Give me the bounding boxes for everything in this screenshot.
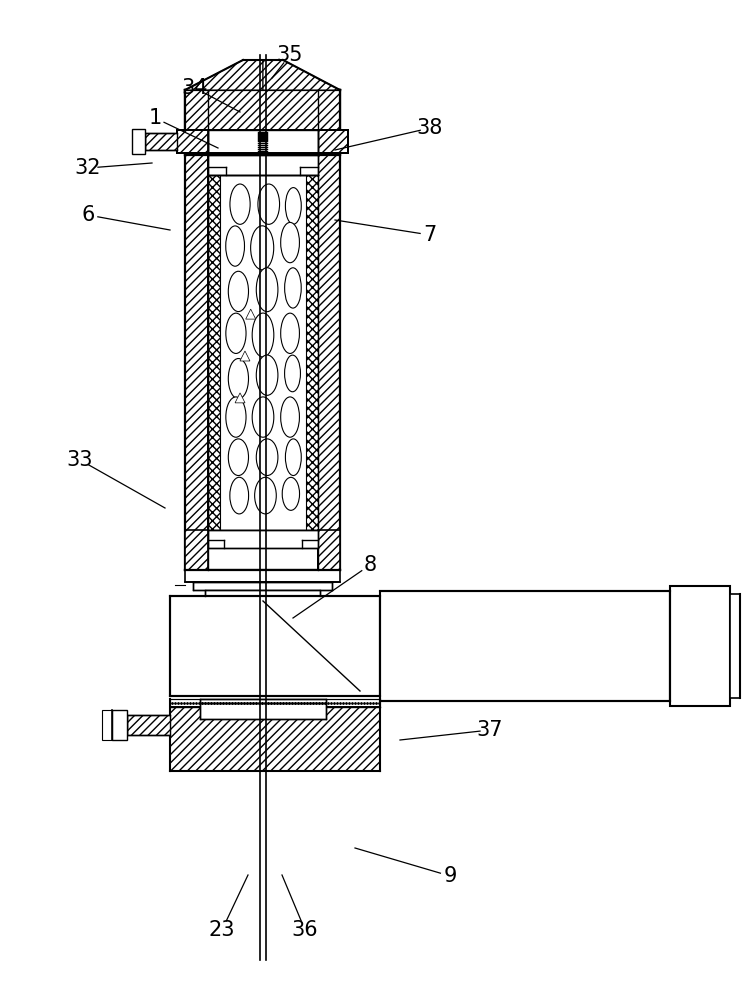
Text: 8: 8 [364,555,376,575]
Text: 32: 32 [75,158,101,178]
Polygon shape [263,60,340,90]
Ellipse shape [251,226,274,270]
Text: 37: 37 [477,720,503,740]
Ellipse shape [253,397,274,437]
Text: 35: 35 [277,45,303,65]
Bar [208,530,318,548]
Polygon shape [240,351,250,361]
Bar [318,130,348,153]
Ellipse shape [256,439,278,476]
Bar [185,570,340,582]
Ellipse shape [286,439,302,476]
Ellipse shape [282,477,299,510]
Bar [170,707,380,771]
Polygon shape [235,393,245,403]
Ellipse shape [226,313,246,353]
Bar [185,530,208,570]
Bar [258,151,268,152]
Bar [193,582,332,590]
Bar [258,132,268,133]
Bar [258,149,268,150]
Polygon shape [246,309,256,319]
Bar [102,710,112,740]
Bar [112,710,127,740]
Bar [132,129,145,154]
Text: 36: 36 [292,920,318,940]
Ellipse shape [230,477,249,514]
Ellipse shape [280,397,299,437]
Ellipse shape [286,188,302,224]
Ellipse shape [255,477,276,514]
Bar [730,594,740,698]
Bar [318,530,340,570]
Bar [258,136,268,138]
Bar [258,140,268,142]
Ellipse shape [226,226,244,266]
Text: 34: 34 [181,78,208,98]
Text: 7: 7 [423,225,437,245]
Bar [258,142,268,144]
Ellipse shape [228,439,249,476]
Text: 6: 6 [82,205,94,225]
Ellipse shape [228,359,249,399]
Bar [380,591,670,701]
Bar [185,90,340,155]
Bar [185,90,208,570]
Ellipse shape [280,222,299,263]
Bar [208,130,318,153]
Text: 9: 9 [443,866,457,886]
Bar [258,134,268,136]
Ellipse shape [284,355,300,392]
Bar [258,138,268,140]
Bar [170,596,380,696]
Ellipse shape [256,355,278,395]
Polygon shape [185,60,263,90]
Ellipse shape [258,184,280,224]
Bar [306,175,318,530]
Ellipse shape [280,313,299,353]
Text: 1: 1 [148,108,162,128]
Bar [258,145,268,146]
Bar [258,147,268,148]
Bar [205,590,320,596]
Bar [670,586,730,706]
Bar [145,133,177,150]
Bar [170,699,380,707]
Bar [177,130,208,153]
Bar [208,175,220,530]
Bar [127,715,170,735]
Ellipse shape [253,313,274,357]
Ellipse shape [284,268,301,308]
Ellipse shape [228,271,249,312]
Bar [208,155,318,175]
Ellipse shape [230,184,250,224]
Ellipse shape [226,397,246,437]
Bar [200,699,326,719]
Text: 33: 33 [67,450,93,470]
Ellipse shape [256,268,278,312]
Text: 38: 38 [417,118,443,138]
Text: 23: 23 [209,920,235,940]
Bar [318,90,340,570]
